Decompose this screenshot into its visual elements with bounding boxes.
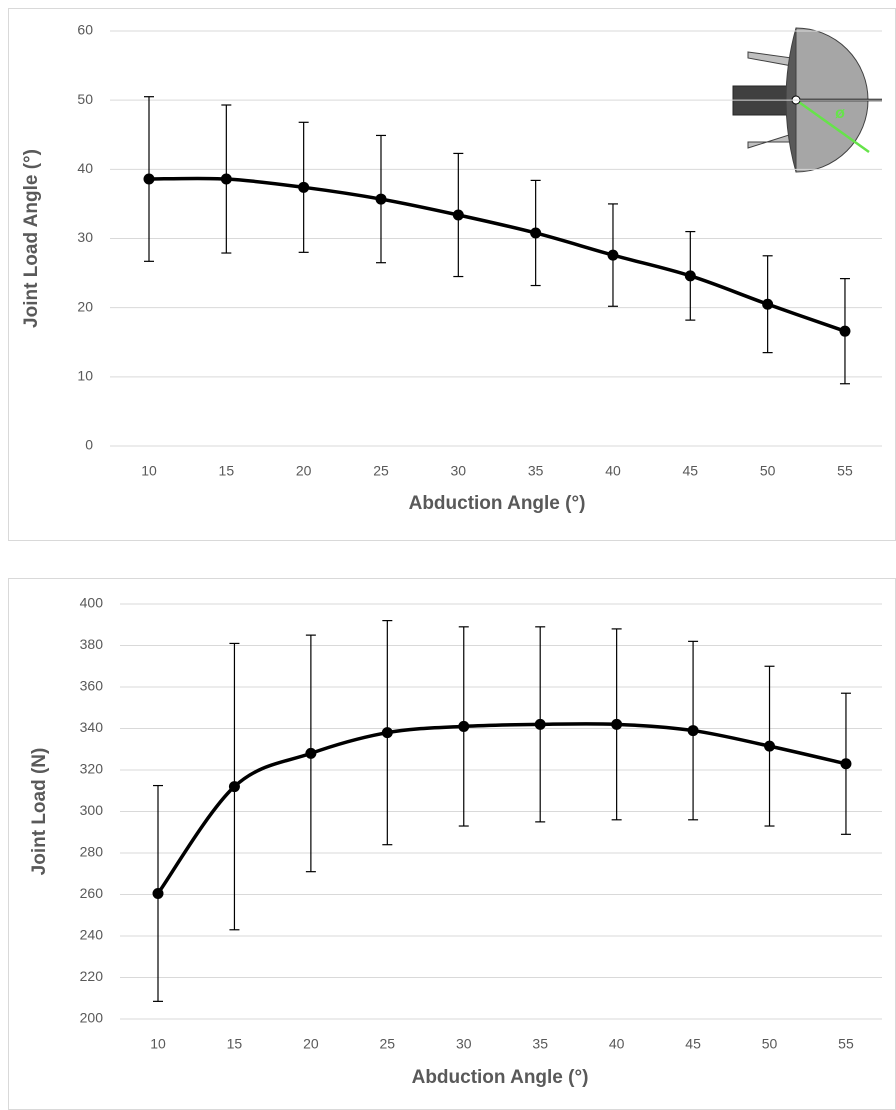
x-tick-label: 15	[227, 1036, 243, 1052]
x-tick-label: 40	[605, 463, 621, 479]
y-tick-label: 60	[77, 22, 93, 38]
data-point	[152, 887, 164, 899]
data-point	[452, 209, 464, 221]
data-point	[762, 298, 774, 310]
y-tick-label: 320	[80, 761, 104, 777]
x-tick-label: 55	[838, 1036, 854, 1052]
data-point	[228, 781, 240, 793]
data-line	[148, 176, 846, 333]
data-point	[607, 249, 619, 261]
x-tick-label: 30	[456, 1036, 472, 1052]
x-tick-label: 35	[532, 1036, 548, 1052]
y-tick-label: 30	[77, 229, 93, 245]
y-tick-label: 40	[77, 160, 93, 176]
x-tick-label: 20	[296, 463, 312, 479]
data-point	[611, 718, 623, 730]
load-line	[795, 98, 870, 154]
x-tick-label: 50	[762, 1036, 778, 1052]
y-tick-label: 260	[80, 885, 104, 901]
data-point	[534, 718, 546, 730]
x-axis-title: Abduction Angle (°)	[412, 1067, 589, 1088]
y-tick-label: 220	[80, 968, 104, 984]
data-point	[381, 727, 393, 739]
y-tick-label: 0	[85, 437, 93, 453]
data-point	[298, 181, 310, 193]
y-tick-label: 340	[80, 719, 104, 735]
y-axis-title: Joint Load Angle (°)	[21, 149, 42, 328]
data-point	[840, 758, 852, 770]
y-tick-label: 10	[77, 368, 93, 384]
data-point	[220, 173, 232, 185]
x-tick-label: 10	[150, 1036, 166, 1052]
x-tick-label: 15	[219, 463, 235, 479]
data-point	[687, 725, 699, 737]
y-tick-label: 240	[80, 927, 104, 943]
y-tick-label: 400	[80, 595, 104, 611]
data-point	[458, 720, 470, 732]
y-tick-label: 200	[80, 1010, 104, 1026]
x-tick-label: 50	[760, 463, 776, 479]
x-tick-label: 35	[528, 463, 544, 479]
y-tick-label: 300	[80, 802, 104, 818]
x-tick-label: 30	[451, 463, 467, 479]
data-line	[156, 722, 847, 895]
y-tick-label: 20	[77, 298, 93, 314]
x-tick-label: 55	[837, 463, 853, 479]
y-tick-label: 50	[77, 91, 93, 107]
data-point	[305, 747, 317, 759]
x-tick-label: 40	[609, 1036, 625, 1052]
data-point	[839, 325, 851, 337]
x-tick-label: 25	[373, 463, 389, 479]
y-tick-label: 380	[80, 636, 104, 652]
y-axis-title: Joint Load (N)	[29, 748, 50, 876]
data-point	[530, 227, 542, 239]
data-point	[143, 173, 155, 185]
y-tick-label: 360	[80, 678, 104, 694]
x-tick-label: 25	[380, 1036, 396, 1052]
data-point	[375, 193, 387, 205]
x-tick-label: 10	[141, 463, 157, 479]
x-axis-title: Abduction Angle (°)	[409, 493, 586, 514]
x-tick-label: 20	[303, 1036, 319, 1052]
data-point	[764, 740, 776, 752]
data-point	[684, 270, 696, 282]
y-tick-label: 280	[80, 844, 104, 860]
x-tick-label: 45	[685, 1036, 701, 1052]
x-tick-label: 45	[683, 463, 699, 479]
inset-label: ø	[835, 105, 845, 122]
chart-frame	[8, 578, 896, 1110]
